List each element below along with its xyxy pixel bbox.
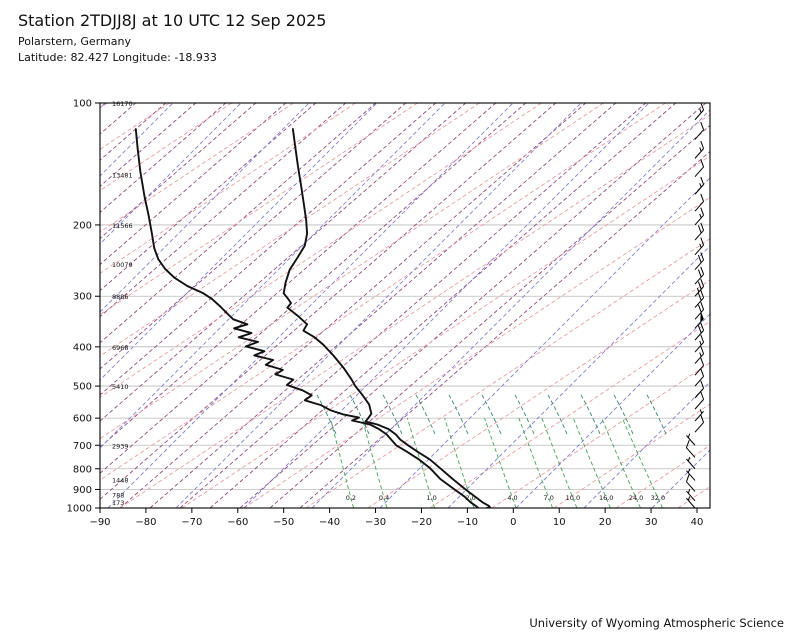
moist-adiabat-layer [315, 392, 667, 435]
svg-text:−20: −20 [411, 517, 432, 528]
svg-text:400: 400 [73, 342, 92, 353]
svg-text:−40: −40 [319, 517, 340, 528]
svg-text:2939: 2939 [112, 442, 129, 450]
svg-text:100: 100 [73, 99, 92, 110]
svg-text:4.0: 4.0 [507, 494, 517, 502]
svg-text:800: 800 [73, 464, 92, 475]
svg-text:10079: 10079 [112, 261, 133, 269]
svg-text:16.0: 16.0 [599, 494, 613, 502]
svg-text:2.0: 2.0 [465, 494, 475, 502]
adiabat-salmon-layer [100, 103, 710, 508]
svg-text:−70: −70 [181, 517, 202, 528]
dewpoint-trace [134, 128, 480, 508]
station-coords: Latitude: 82.427 Longitude: -18.933 [18, 51, 217, 64]
svg-text:−30: −30 [365, 517, 386, 528]
svg-text:173: 173 [112, 499, 124, 507]
svg-text:−10: −10 [457, 517, 478, 528]
svg-text:11566: 11566 [112, 222, 133, 230]
svg-text:0.4: 0.4 [379, 494, 389, 502]
height-label-column: 16170 13481 11566 10079 8886 6968 5410 2939 1448… [112, 100, 133, 507]
svg-text:−50: −50 [273, 517, 294, 528]
plot-frame [99, 102, 711, 509]
chart-title: Station 2TDJJ8J at 10 UTC 12 Sep 2025 [18, 11, 326, 30]
svg-text:8886: 8886 [112, 293, 129, 301]
temperature-trace [282, 128, 491, 508]
svg-text:24.0: 24.0 [629, 494, 643, 502]
svg-text:0.2: 0.2 [346, 494, 356, 502]
svg-text:788: 788 [112, 491, 124, 499]
svg-text:−90: −90 [89, 517, 110, 528]
svg-text:0: 0 [510, 517, 516, 528]
svg-text:10: 10 [553, 517, 566, 528]
svg-text:20: 20 [599, 517, 612, 528]
svg-text:−80: −80 [135, 517, 156, 528]
svg-text:900: 900 [73, 485, 92, 496]
svg-text:7.0: 7.0 [544, 494, 554, 502]
svg-text:30: 30 [645, 517, 658, 528]
svg-text:5410: 5410 [112, 383, 129, 391]
mixing-ratio-layer: 0.2 0.4 1.0 2.0 4.0 7.0 10.0 16.0 24.0 32.0 [329, 418, 665, 508]
svg-text:40: 40 [691, 517, 704, 528]
isotherm-layer [100, 103, 710, 508]
svg-text:1.0: 1.0 [426, 494, 436, 502]
svg-text:13481: 13481 [112, 171, 133, 179]
credit-text: University of Wyoming Atmospheric Scienc… [529, 616, 784, 630]
svg-text:1000: 1000 [67, 504, 92, 515]
svg-text:500: 500 [73, 382, 92, 393]
svg-text:700: 700 [73, 441, 92, 452]
svg-text:300: 300 [73, 292, 92, 303]
svg-text:10.0: 10.0 [566, 494, 580, 502]
svg-text:200: 200 [73, 220, 92, 231]
svg-text:600: 600 [73, 414, 92, 425]
svg-text:−60: −60 [227, 517, 248, 528]
station-name: Polarstern, Germany [18, 35, 131, 48]
svg-text:16170: 16170 [112, 100, 133, 108]
svg-text:1448: 1448 [112, 476, 129, 484]
grid-layer [100, 102, 710, 509]
svg-text:6968: 6968 [112, 344, 129, 352]
svg-text:32.0: 32.0 [651, 494, 665, 502]
wind-barb-column [685, 102, 705, 509]
